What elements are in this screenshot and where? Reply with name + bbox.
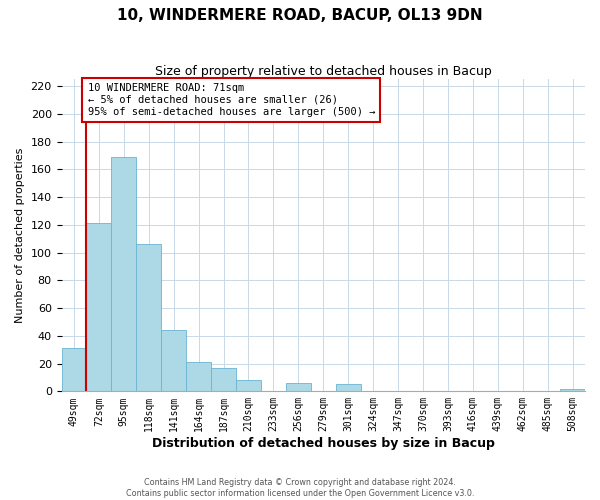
X-axis label: Distribution of detached houses by size in Bacup: Distribution of detached houses by size … [152, 437, 495, 450]
Y-axis label: Number of detached properties: Number of detached properties [15, 148, 25, 323]
Bar [62, 348, 86, 392]
Bar [136, 244, 161, 392]
Bar [112, 157, 136, 392]
Text: 10 WINDERMERE ROAD: 71sqm
← 5% of detached houses are smaller (26)
95% of semi-d: 10 WINDERMERE ROAD: 71sqm ← 5% of detach… [88, 84, 375, 116]
Text: 10, WINDERMERE ROAD, BACUP, OL13 9DN: 10, WINDERMERE ROAD, BACUP, OL13 9DN [117, 8, 483, 22]
Bar [286, 383, 311, 392]
Bar [560, 388, 585, 392]
Bar [86, 224, 112, 392]
Text: Contains HM Land Registry data © Crown copyright and database right 2024.
Contai: Contains HM Land Registry data © Crown c… [126, 478, 474, 498]
Bar [336, 384, 361, 392]
Bar [236, 380, 261, 392]
Bar [211, 368, 236, 392]
Bar [161, 330, 186, 392]
Title: Size of property relative to detached houses in Bacup: Size of property relative to detached ho… [155, 65, 491, 78]
Bar [186, 362, 211, 392]
